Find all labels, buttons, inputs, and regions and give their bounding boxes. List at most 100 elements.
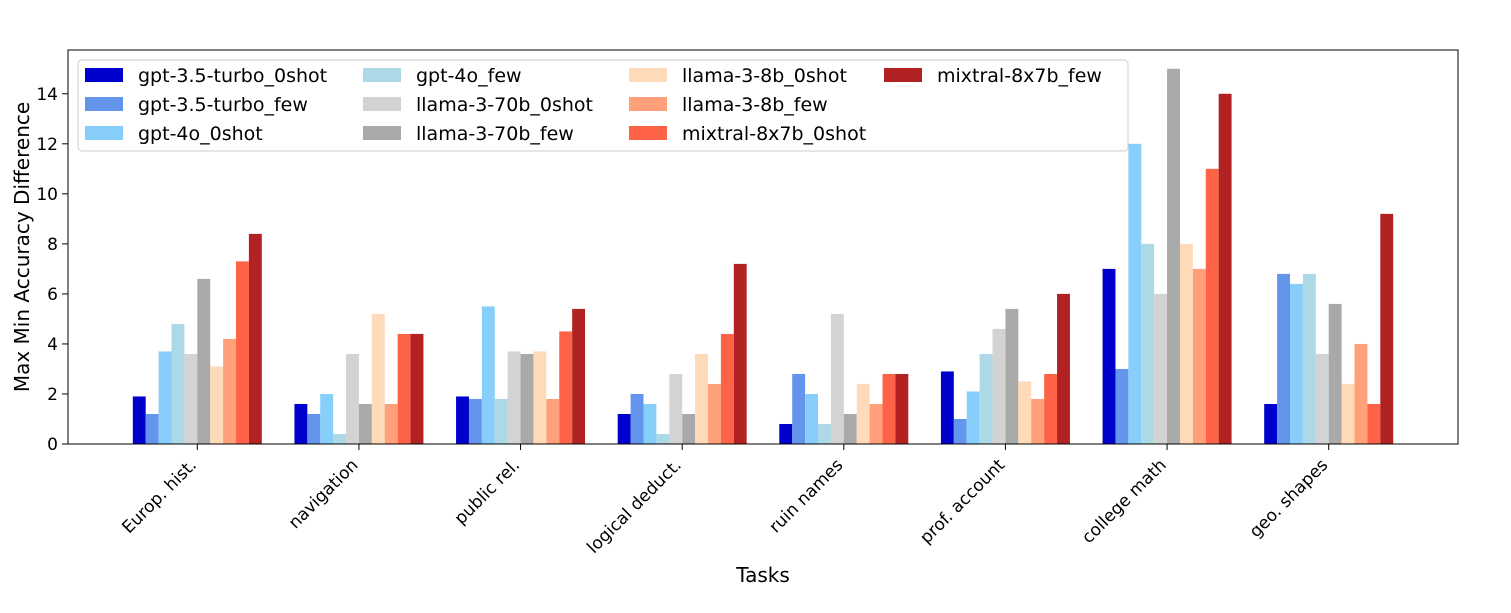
bar-gpt-4o_0shot-2 — [481, 306, 495, 444]
bar-llama-3-70b_0shot-4 — [830, 313, 844, 444]
bar-mixtral-8x7b_0shot-0 — [236, 261, 249, 444]
legend-label: mixtral-8x7b_0shot — [682, 123, 866, 145]
bar-gpt-4o_0shot-4 — [805, 393, 819, 444]
bar-mixtral-8x7b_few-4 — [895, 373, 909, 444]
bar-gpt-3.5-turbo_0shot-2 — [456, 396, 469, 444]
bar-mixtral-8x7b_few-0 — [248, 233, 262, 444]
bar-gpt-3.5-turbo_0shot-7 — [1264, 403, 1278, 444]
bar-llama-3-70b_0shot-6 — [1154, 293, 1168, 444]
bar-llama-3-70b_few-7 — [1328, 303, 1342, 444]
bar-mixtral-8x7b_0shot-2 — [559, 331, 573, 444]
legend-swatch — [363, 97, 401, 111]
bar-gpt-4o_few-0 — [171, 323, 185, 444]
legend-swatch — [363, 126, 401, 140]
y-tick-label: 4 — [47, 335, 58, 355]
legend-swatch — [629, 68, 667, 82]
y-axis: 0 2 4 6 8 10 12 14 — [36, 85, 68, 455]
bar-gpt-3.5-turbo_few-3 — [630, 393, 644, 444]
bar-llama-3-70b_few-3 — [682, 413, 696, 444]
legend-swatch — [629, 97, 667, 111]
x-tick-label: ruin names — [766, 455, 848, 537]
bar-gpt-3.5-turbo_0shot-6 — [1102, 268, 1116, 444]
bar-gpt-4o_few-6 — [1141, 243, 1155, 444]
y-tick-label: 12 — [36, 135, 58, 155]
y-tick-label: 0 — [47, 435, 58, 455]
bar-gpt-4o_few-2 — [494, 398, 508, 444]
bar-llama-3-8b_few-2 — [546, 398, 560, 444]
x-tick-label: navigation — [285, 455, 363, 533]
bar-gpt-3.5-turbo_few-2 — [468, 398, 482, 444]
x-axis-label: Tasks — [735, 563, 790, 587]
bar-mixtral-8x7b_few-5 — [1057, 293, 1070, 444]
bar-gpt-3.5-turbo_0shot-3 — [617, 413, 631, 444]
legend-swatch — [884, 68, 922, 82]
bar-llama-3-70b_few-4 — [843, 413, 857, 444]
legend-label: gpt-3.5-turbo_few — [138, 94, 308, 116]
bar-gpt-4o_few-4 — [818, 423, 831, 444]
bar-mixtral-8x7b_few-6 — [1218, 93, 1232, 444]
bar-gpt-4o_0shot-7 — [1290, 283, 1303, 444]
bar-llama-3-8b_0shot-7 — [1341, 383, 1355, 444]
bar-gpt-4o_0shot-3 — [643, 403, 657, 444]
legend-label: gpt-3.5-turbo_0shot — [138, 65, 327, 87]
x-axis: Europ. hist. navigation public rel. logical… — [118, 444, 1332, 558]
bar-gpt-4o_0shot-6 — [1128, 143, 1142, 444]
legend-label: llama-3-70b_few — [416, 123, 574, 145]
bar-llama-3-8b_0shot-6 — [1179, 243, 1193, 444]
x-tick-label: logical deduct. — [583, 455, 685, 557]
bar-llama-3-70b_0shot-0 — [184, 353, 198, 444]
bar-llama-3-70b_few-2 — [520, 353, 534, 444]
bar-llama-3-70b_0shot-1 — [346, 353, 359, 444]
legend-label: gpt-4o_0shot — [138, 123, 263, 145]
y-tick-label: 8 — [47, 235, 58, 255]
x-tick-label: prof. account — [916, 455, 1009, 548]
legend-label: mixtral-8x7b_few — [937, 65, 1102, 87]
bar-llama-3-70b_few-0 — [197, 278, 211, 444]
bar-mixtral-8x7b_0shot-1 — [397, 333, 411, 444]
bar-gpt-4o_few-7 — [1302, 273, 1316, 444]
bar-gpt-3.5-turbo_few-6 — [1115, 368, 1129, 444]
bar-gpt-3.5-turbo_0shot-5 — [940, 371, 954, 444]
bar-gpt-3.5-turbo_few-4 — [792, 373, 806, 444]
bar-llama-3-70b_0shot-7 — [1315, 353, 1329, 444]
legend-swatch — [629, 126, 667, 140]
bar-gpt-3.5-turbo_few-7 — [1277, 273, 1290, 444]
bar-llama-3-8b_0shot-2 — [533, 351, 547, 444]
x-tick-label: Europ. hist. — [118, 455, 200, 537]
bar-llama-3-8b_few-1 — [384, 403, 398, 444]
bar-mixtral-8x7b_0shot-3 — [720, 333, 734, 444]
legend: gpt-3.5-turbo_0shot gpt-3.5-turbo_few gpt-… — [77, 59, 1129, 152]
bar-llama-3-8b_few-7 — [1354, 343, 1368, 444]
bar-llama-3-8b_few-3 — [707, 383, 721, 444]
x-tick-label: college math — [1078, 455, 1170, 547]
bar-llama-3-70b_0shot-2 — [507, 351, 521, 444]
bar-gpt-4o_few-1 — [333, 433, 347, 444]
bar-gpt-4o_few-5 — [979, 353, 993, 444]
bar-llama-3-70b_few-1 — [358, 403, 372, 444]
bar-gpt-3.5-turbo_few-1 — [307, 413, 321, 444]
x-tick-label: public rel. — [451, 455, 524, 528]
y-tick-label: 10 — [36, 185, 58, 205]
legend-swatch — [363, 68, 401, 82]
legend-label: llama-3-8b_few — [682, 94, 828, 116]
legend-box — [77, 59, 1129, 152]
bar-llama-3-8b_0shot-5 — [1018, 381, 1032, 444]
bar-mixtral-8x7b_few-3 — [733, 263, 747, 444]
bar-gpt-4o_few-3 — [656, 433, 670, 444]
bar-gpt-4o_0shot-1 — [320, 393, 334, 444]
legend-swatch — [85, 126, 123, 140]
legend-label: gpt-4o_few — [416, 65, 522, 87]
bar-gpt-4o_0shot-5 — [966, 391, 980, 444]
plot-area-frame — [67, 49, 1459, 445]
bar-llama-3-70b_few-6 — [1167, 68, 1180, 444]
legend-swatch — [85, 97, 123, 111]
bar-llama-3-8b_few-0 — [223, 338, 236, 444]
bars-group — [132, 68, 1394, 444]
bar-mixtral-8x7b_0shot-4 — [882, 373, 896, 444]
bar-gpt-3.5-turbo_0shot-0 — [132, 396, 146, 444]
bar-llama-3-70b_few-5 — [1005, 308, 1019, 444]
bar-mixtral-8x7b_few-2 — [572, 308, 586, 444]
y-tick-label: 14 — [36, 85, 58, 105]
bar-llama-3-8b_0shot-3 — [695, 353, 708, 444]
